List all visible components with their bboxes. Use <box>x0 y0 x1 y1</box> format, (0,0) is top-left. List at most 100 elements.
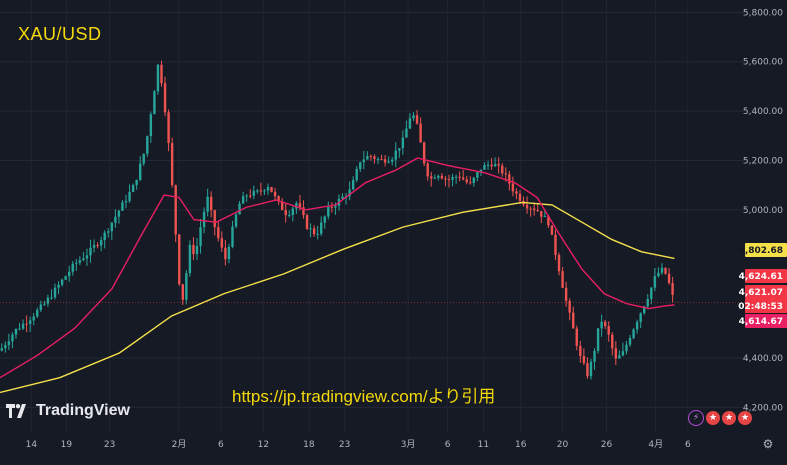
candle-body <box>124 200 128 203</box>
candle-body <box>437 175 440 178</box>
candle-body <box>139 163 142 180</box>
candle-body <box>295 203 298 209</box>
candle-body <box>170 143 174 186</box>
symbol-label: XAU/USD <box>18 24 102 44</box>
candle-body <box>309 228 312 230</box>
x-tick-label: 26 <box>601 440 613 450</box>
candle-body <box>664 267 667 274</box>
candle-body <box>178 234 181 285</box>
candle-body <box>330 206 334 208</box>
candle-body <box>547 216 550 226</box>
candle-body <box>96 245 99 247</box>
candle-body <box>14 328 18 335</box>
candle-body <box>348 189 351 197</box>
y-tick-label: 5,200.00 <box>743 156 783 166</box>
x-tick-label: 4月 <box>648 439 663 450</box>
candle-body <box>419 123 422 143</box>
bottom-status-icons: ⚡ ★ ★ ★ <box>688 410 752 426</box>
price-tag-box <box>745 269 787 283</box>
candle-body <box>568 300 571 313</box>
x-tick-label: 14 <box>26 440 38 450</box>
candle-body <box>163 83 167 113</box>
y-tick-label: 5,400.00 <box>743 107 783 117</box>
candle-body <box>550 225 554 235</box>
candle-body <box>195 245 199 255</box>
candle-body <box>156 64 160 92</box>
candle-body <box>107 231 110 233</box>
countdown-box <box>745 299 787 313</box>
candle-body <box>153 91 156 115</box>
us-flag-event-icon[interactable]: ★ <box>738 411 752 425</box>
candle-body <box>618 355 621 359</box>
x-tick-label: 11 <box>478 440 489 450</box>
x-tick-label: 23 <box>104 440 115 450</box>
candle-body <box>508 174 511 184</box>
candle-body <box>213 210 216 228</box>
countdown-label: 02:48:53 <box>738 302 783 312</box>
candle-body <box>334 205 337 208</box>
candle-body <box>256 190 259 192</box>
candle-body <box>351 180 355 190</box>
y-tick-label: 5,600.00 <box>743 58 783 68</box>
candle-body <box>270 187 273 192</box>
candle-body <box>362 159 366 163</box>
candle-body <box>650 287 653 300</box>
candle-body <box>628 338 632 345</box>
candle-body <box>227 246 231 260</box>
candle-body <box>234 214 238 227</box>
candle-body <box>110 222 114 232</box>
x-tick-label: 12 <box>258 440 269 450</box>
candle-body <box>224 247 227 260</box>
brand-name: TradingView <box>36 402 130 419</box>
candle-body <box>146 136 149 154</box>
candle-body <box>575 328 578 346</box>
candle-body <box>447 179 451 181</box>
candle-body <box>383 159 387 163</box>
us-flag-event-icon[interactable]: ★ <box>706 411 720 425</box>
candle-body <box>408 118 412 129</box>
us-flag-event-icon[interactable]: ★ <box>722 411 736 425</box>
candle-body <box>32 316 35 321</box>
candle-body <box>572 312 575 329</box>
candle-body <box>114 216 117 223</box>
candle-body <box>312 228 316 235</box>
candle-body <box>366 155 369 160</box>
x-tick-label: 20 <box>557 440 569 450</box>
candle-body <box>117 210 121 217</box>
x-tick-label: 16 <box>515 440 527 450</box>
candle-body <box>128 191 131 201</box>
candle-body <box>497 164 500 166</box>
settings-gear-icon[interactable]: ⚙ <box>762 437 774 451</box>
candle-body <box>501 165 504 174</box>
candle-body <box>280 201 284 211</box>
candle-body <box>160 64 163 84</box>
candle-body <box>11 334 14 342</box>
candle-body <box>4 345 7 349</box>
candle-body <box>46 297 50 304</box>
candle-body <box>557 254 561 272</box>
candle-body <box>391 159 394 162</box>
candle-body <box>266 187 270 191</box>
candle-body <box>412 115 415 119</box>
candle-body <box>53 287 57 298</box>
candle-body <box>288 215 291 217</box>
tradingview-brand[interactable]: TradingView <box>6 402 130 420</box>
candle-body <box>238 203 241 215</box>
candle-body <box>643 306 646 314</box>
candle-body <box>135 179 138 186</box>
candle-body <box>401 137 405 149</box>
price-tag-label: 4,621.07 <box>739 288 783 298</box>
price-tag-box <box>745 243 787 257</box>
candle-body <box>298 203 302 208</box>
x-tick-label: 18 <box>303 440 315 450</box>
candle-body <box>273 191 277 197</box>
candle-body <box>586 363 589 377</box>
candle-body <box>25 323 28 325</box>
candle-body <box>327 206 330 217</box>
candle-body <box>249 195 252 197</box>
lightning-icon[interactable]: ⚡ <box>688 410 704 426</box>
candle-body <box>614 348 618 359</box>
source-watermark: https://jp.tradingview.com/より引用 <box>232 387 496 406</box>
